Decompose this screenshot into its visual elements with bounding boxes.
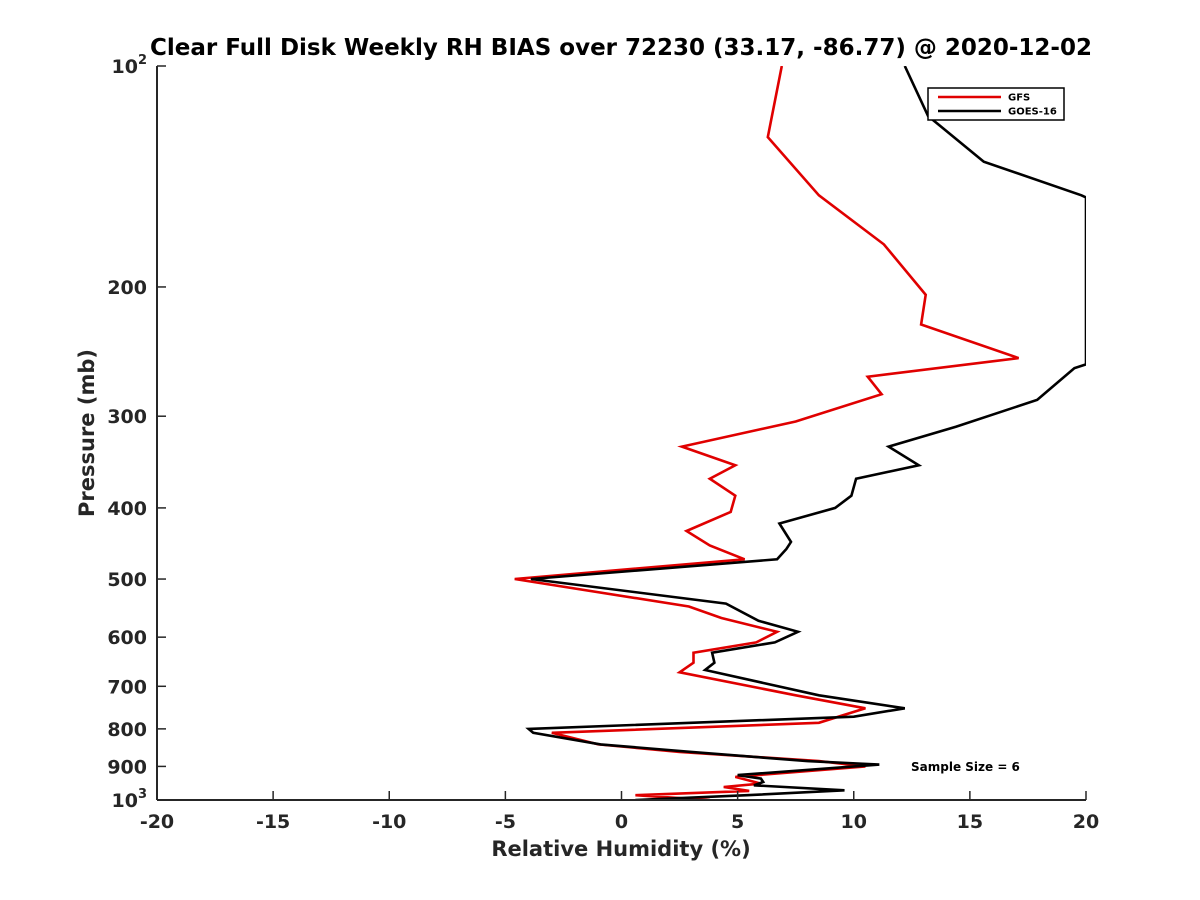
y-tick-label: 500 (107, 569, 147, 591)
x-tick-label: -5 (495, 811, 516, 833)
legend-box (927, 87, 1065, 121)
y-tick-label: 600 (107, 627, 147, 649)
y-tick-label: 900 (107, 756, 147, 778)
x-ticks: -20 -15 -10 -5 0 5 10 15 20 (140, 791, 1099, 833)
y-tick-label: 102 (112, 53, 148, 78)
sample-size-annotation: Sample Size = 6 (911, 760, 1020, 774)
chart-title: Clear Full Disk Weekly RH BIAS over 7223… (150, 35, 1092, 61)
x-tick-label: 15 (957, 811, 983, 833)
x-tick-label: -10 (372, 811, 406, 833)
series-layer (514, 66, 1086, 800)
x-tick-label: -20 (140, 811, 174, 833)
y-tick-label: 800 (107, 719, 147, 741)
x-tick-label: 5 (731, 811, 744, 833)
x-tick-label: 20 (1073, 811, 1099, 833)
series-line-goes-16 (525, 66, 1086, 800)
legend-label-goes-16: GOES-16 (1008, 107, 1057, 118)
x-tick-label: 10 (841, 811, 867, 833)
y-tick-label: 700 (107, 676, 147, 698)
x-tick-label: -15 (256, 811, 290, 833)
plot-area: -20 -15 -10 -5 0 5 10 15 20 102 200 300 400 500 600 70… (107, 53, 1099, 833)
legend-entries: GFS GOES-16 (938, 93, 1057, 118)
y-tick-label: 200 (107, 277, 147, 299)
x-tick-label: 0 (615, 811, 628, 833)
y-tick-label: 300 (107, 406, 147, 428)
y-tick-label: 400 (107, 498, 147, 520)
plot-background (157, 66, 1086, 800)
y-axis-label: Pressure (mb) (75, 349, 99, 517)
y-ticks: 102 200 300 400 500 600 700 800 900 103 (107, 53, 166, 812)
legend-label-gfs: GFS (1008, 93, 1030, 104)
legend: GFS GOES-16 (927, 87, 1065, 121)
x-axis-label: Relative Humidity (%) (491, 837, 750, 861)
y-tick-label: 103 (112, 787, 148, 812)
